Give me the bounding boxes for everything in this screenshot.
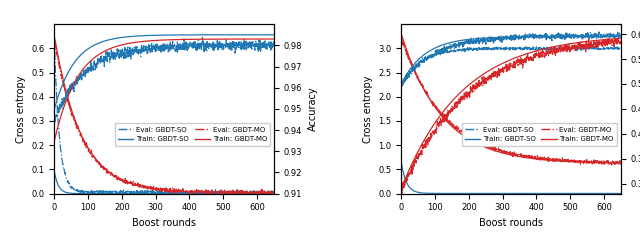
X-axis label: Boost rounds: Boost rounds	[479, 218, 543, 228]
X-axis label: Boost rounds: Boost rounds	[132, 218, 196, 228]
Legend: Eval: GBDT-SO, Train: GBDT-SO, Eval: GBDT-MO, Train: GBDT-MO: Eval: GBDT-SO, Train: GBDT-SO, Eval: GBD…	[115, 123, 271, 145]
Legend: Eval: GBDT-SO, Train: GBDT-SO, Eval: GBDT-MO, Train: GBDT-MO: Eval: GBDT-SO, Train: GBDT-SO, Eval: GBD…	[461, 123, 618, 145]
Y-axis label: Cross entropy: Cross entropy	[363, 75, 372, 143]
Y-axis label: Cross entropy: Cross entropy	[16, 75, 26, 143]
Y-axis label: Accuracy: Accuracy	[308, 87, 317, 131]
